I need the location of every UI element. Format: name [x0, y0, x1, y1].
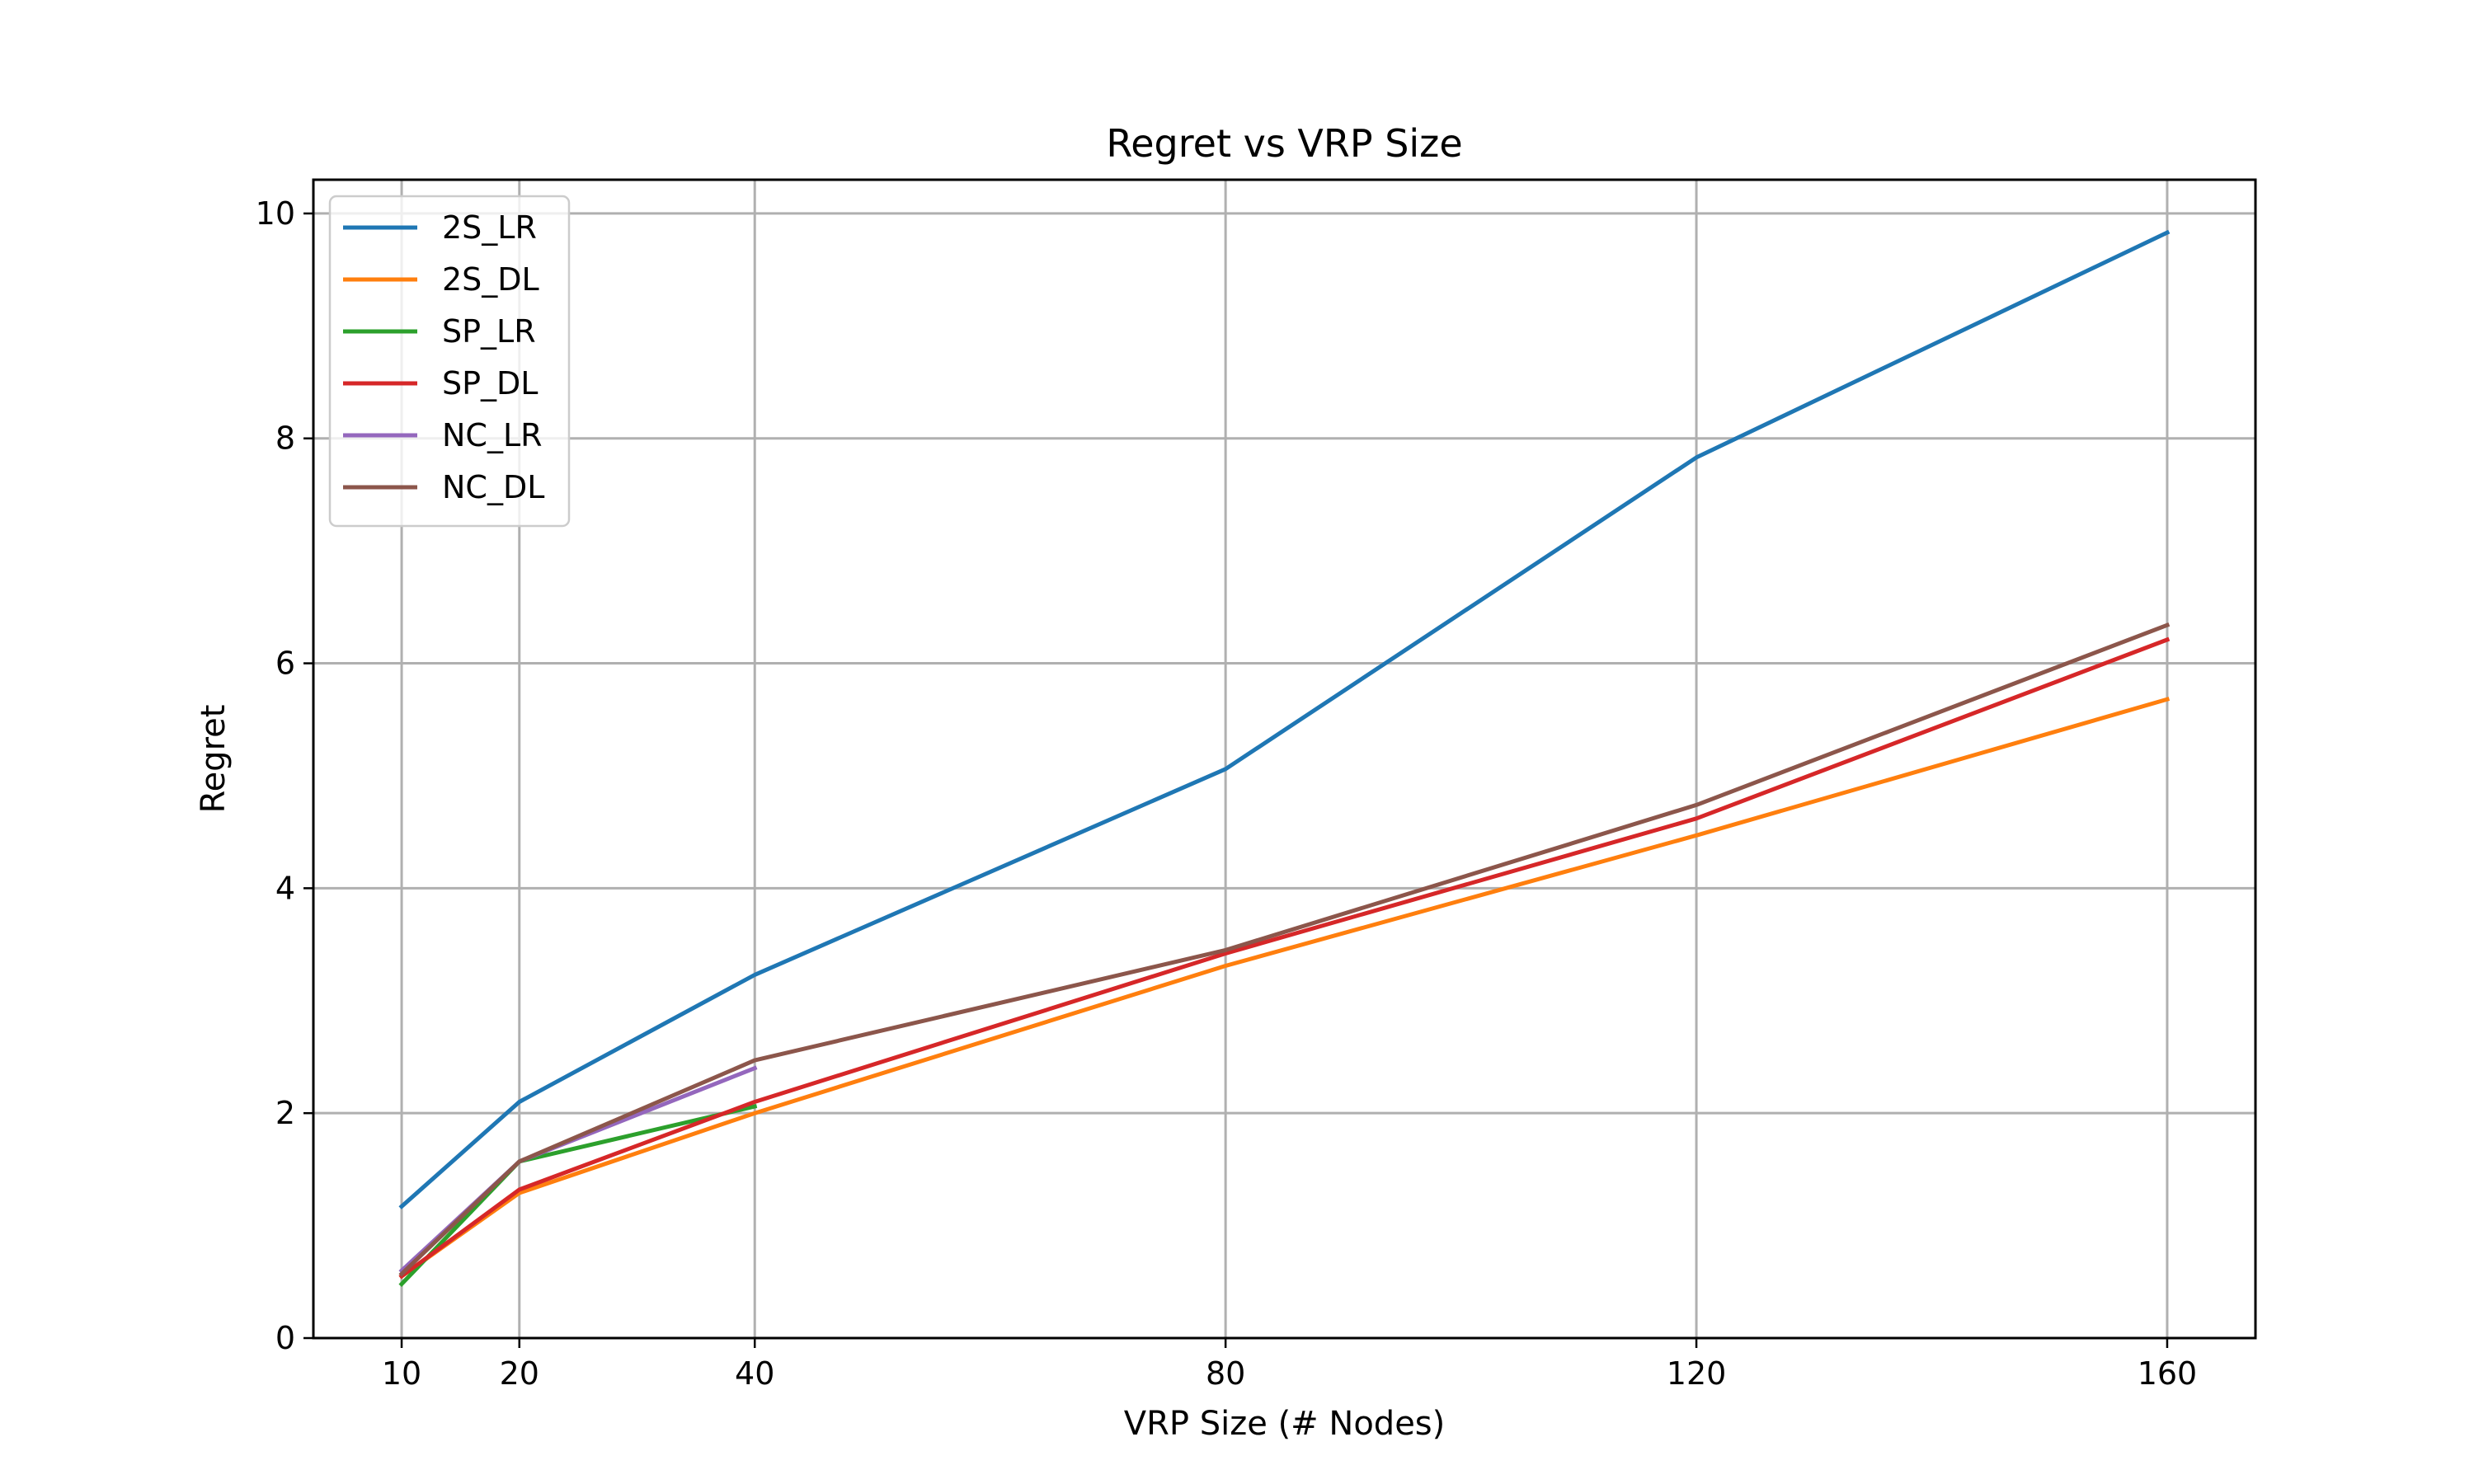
series-line-nc-dl: [398, 622, 2171, 1277]
legend-label: NC_LR: [442, 417, 543, 453]
y-axis-label: Regret: [195, 705, 233, 814]
y-tick-label: 10: [256, 195, 295, 232]
legend-items: 2S_LR 2S_DL SP_LR SP_DL NC_LR NC_DL: [343, 209, 544, 505]
x-axis-label: VRP Size (# Nodes): [1124, 1405, 1446, 1443]
x-tick-label: 20: [500, 1355, 539, 1392]
y-tick-label: 6: [275, 646, 295, 682]
x-tick-label: 40: [735, 1355, 774, 1392]
chart-title: Regret vs VRP Size: [1106, 121, 1462, 166]
y-tick-label: 8: [275, 420, 295, 457]
x-tick-label: 10: [382, 1355, 421, 1392]
y-tick-label: 0: [275, 1320, 295, 1356]
legend-label: NC_DL: [442, 469, 544, 505]
legend-label: 2S_DL: [442, 261, 539, 298]
y-tick-label: 2: [275, 1095, 295, 1131]
legend: 2S_LR 2S_DL SP_LR SP_DL NC_LR NC_DL: [328, 195, 571, 528]
legend-label: SP_DL: [442, 365, 538, 402]
legend-label: 2S_LR: [442, 209, 537, 246]
axis-ticks: 10 20 40 80 120 160 0 2 4 6 8 10: [256, 195, 2198, 1392]
axes-frame: [312, 178, 2257, 1340]
y-tick-label: 4: [275, 870, 295, 906]
x-tick-label: 120: [1667, 1355, 1727, 1392]
x-tick-label: 80: [1206, 1355, 1245, 1392]
series-line-sp-dl: [398, 636, 2171, 1280]
series-line-2s-dl: [398, 697, 2171, 1280]
series-line-2s-lr: [398, 229, 2171, 1209]
series-lines: [398, 229, 2171, 1288]
x-tick-label: 160: [2138, 1355, 2198, 1392]
legend-label: SP_LR: [442, 313, 536, 350]
